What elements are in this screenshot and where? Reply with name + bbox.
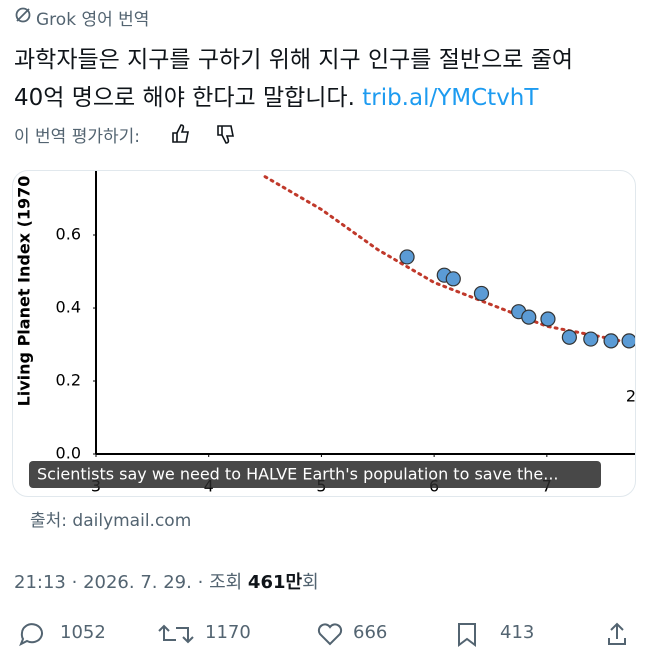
views-label: 조회 (209, 572, 243, 593)
caption: Scientists say we need to HALVE Earth's … (37, 465, 559, 484)
grok-icon (15, 7, 31, 23)
action-icons (19, 622, 626, 647)
views: 461만 (247, 572, 303, 593)
y-tick-label: 0.0 (56, 444, 81, 463)
y-tick-label: 0.6 (56, 225, 81, 244)
post-text: 40억 명으로 해야 한다고 말합니다. trib.al/YMCtvhT (14, 78, 538, 112)
bookmark-count: 413 (500, 622, 535, 643)
like-icon[interactable] (317, 623, 343, 646)
trend-line (263, 175, 635, 346)
translation-label: Grok 영어 번역 (36, 10, 150, 30)
post-link[interactable]: trib.al/YMCtvhT (362, 85, 539, 111)
repost-icon[interactable] (158, 624, 194, 644)
bookmark-icon[interactable] (458, 623, 476, 647)
data-point (445, 271, 461, 287)
time: 21:13 (14, 572, 66, 593)
separator: · (71, 572, 78, 593)
annotation: 2 (626, 387, 635, 406)
reply-count: 1052 (60, 622, 106, 643)
views-unit: 회 (302, 572, 319, 593)
repost-count: 1170 (205, 622, 251, 643)
data-point (540, 311, 556, 327)
data-point (603, 333, 619, 349)
share-icon[interactable] (608, 622, 626, 645)
data-point (521, 309, 537, 325)
data-point (583, 331, 599, 347)
data-point (561, 329, 577, 345)
media-card[interactable]: Living Planet Index (1970 2 0.0 0.2 0.4 0.6… (12, 170, 636, 497)
post-text: 40억 명으로 해야 한다고 말합니다. (14, 85, 355, 111)
data-point (399, 249, 415, 265)
y-axis-label: Living Planet Index (1970 (15, 176, 34, 407)
rate-translation: 이 번역 평가하기: (14, 127, 141, 147)
chart: Living Planet Index (1970 2 0.0 0.2 0.4 0.6… (15, 171, 635, 496)
date: 2026. 7. 29. (83, 572, 192, 593)
card-source: 출처: dailymail.com (30, 511, 192, 531)
rating-buttons[interactable] (170, 122, 240, 146)
reply-icon[interactable] (19, 623, 43, 647)
separator: · (197, 572, 204, 593)
post-text: 과학자들은 지구를 구하기 위해 지구 인구를 절반으로 줄여 (14, 47, 574, 73)
caption-bg (29, 461, 601, 488)
y-tick-label: 0.2 (56, 371, 81, 390)
data-point (473, 285, 490, 302)
data-point (621, 333, 635, 349)
like-count: 666 (353, 622, 388, 643)
post-meta: 21:13 · 2026. 7. 29. · 조회 461만회 (14, 568, 319, 594)
y-tick-label: 0.4 (56, 298, 81, 317)
